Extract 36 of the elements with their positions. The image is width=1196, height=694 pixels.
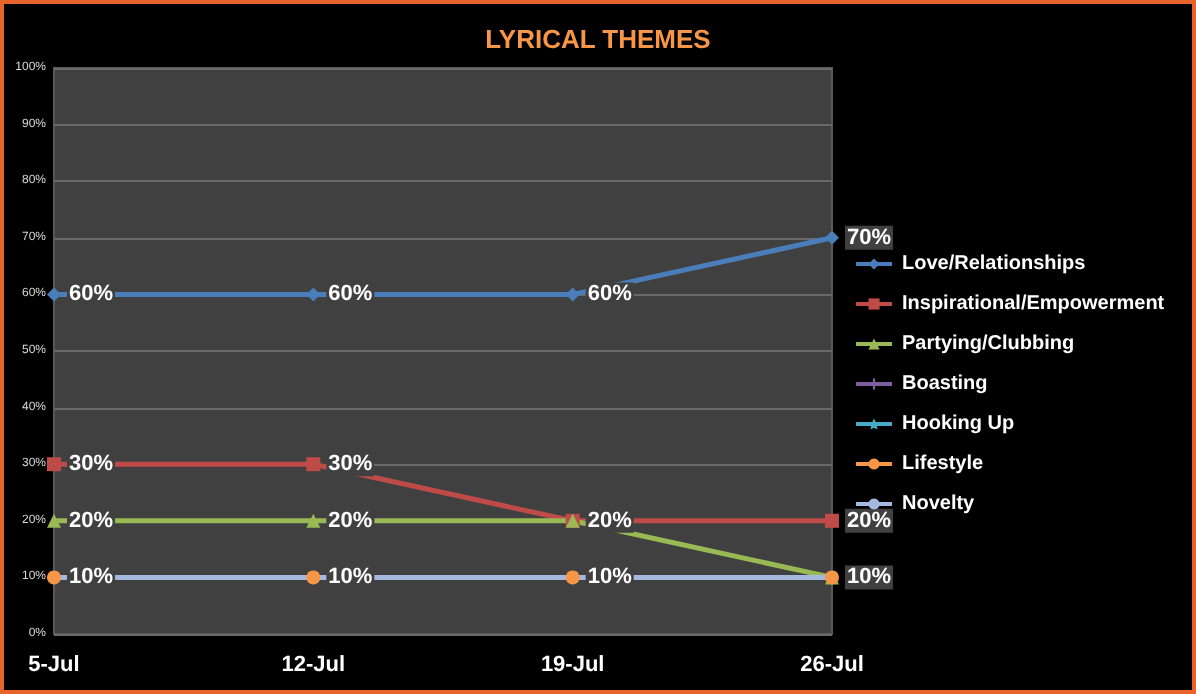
data-label: 60% [587,282,633,307]
point [47,457,61,472]
point [47,513,61,528]
data-label: 30% [328,452,373,477]
point [565,570,580,585]
legend-label: Inspirational/Empowerment [902,293,1166,315]
chart-title: LYRICAL THEMES [485,24,712,54]
data-label: 20% [847,508,892,533]
data-label: 10% [847,565,892,590]
point [306,570,321,585]
data-label: 20% [328,508,373,533]
data-label: 20% [587,508,633,533]
legend-label: Partying/Clubbing [902,333,1075,355]
point [825,513,839,528]
data-label: 10% [328,565,373,590]
legend-label: Hooking Up [902,413,1015,435]
point [306,513,321,528]
data-label: 10% [587,565,633,590]
data-label: 70% [847,225,892,250]
x-tick-label: 5-Jul [28,653,80,677]
data-label: 60% [328,282,373,307]
x-tick-label: 12-Jul [281,653,346,677]
point [306,457,321,472]
legend-label: Love/Relationships [902,253,1087,275]
x-tick-label: 26-Jul [800,653,864,677]
data-label: 60% [69,282,114,307]
point [47,287,61,302]
data-label: 30% [69,452,114,477]
legend-label: Lifestyle [902,453,985,475]
point [47,570,61,585]
x-tick-label: 19-Jul [540,653,605,677]
data-label: 10% [69,565,114,590]
data-label: 20% [69,508,114,533]
legend-label: Boasting [902,373,988,395]
point [825,230,839,245]
legend-label: Novelty [902,493,976,515]
